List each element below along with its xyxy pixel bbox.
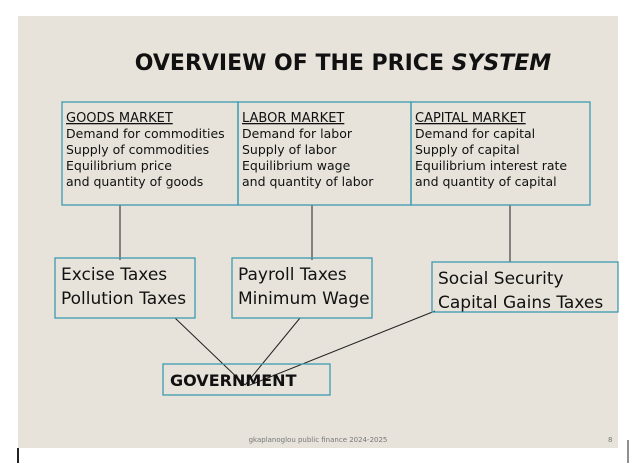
market-line: and quantity of goods (66, 174, 203, 189)
market-line: Equilibrium price (66, 158, 172, 173)
market-line: and quantity of capital (415, 174, 557, 189)
connector (249, 310, 436, 386)
government-box (162, 363, 331, 396)
tax-box (54, 257, 196, 319)
market-line: Demand for capital (415, 126, 535, 141)
market-line: Supply of capital (415, 142, 520, 157)
government-label: GOVERNMENT (170, 371, 297, 390)
market-line: Supply of commodities (66, 142, 209, 157)
page-number: 8 (608, 436, 612, 444)
tax-line: Excise Taxes (61, 265, 167, 285)
connector (244, 317, 301, 386)
market-heading: LABOR MARKET (242, 111, 344, 126)
market-box (410, 101, 591, 206)
tax-line: Capital Gains Taxes (438, 293, 603, 313)
market-line: Supply of labor (242, 142, 337, 157)
market-line: and quantity of labor (242, 174, 374, 189)
market-line: Equilibrium interest rate (415, 158, 567, 173)
market-line: Demand for commodities (66, 126, 225, 141)
slide-panel (18, 16, 618, 448)
title-main: OVERVIEW OF THE PRICE (135, 51, 452, 76)
tax-line: Payroll Taxes (238, 265, 347, 285)
market-heading: CAPITAL MARKET (415, 111, 526, 126)
tax-line: Minimum Wage (238, 289, 370, 309)
slide-title: OVERVIEW OF THE PRICE SYSTEM (135, 51, 552, 76)
connector (174, 317, 246, 386)
market-line: Equilibrium wage (242, 158, 351, 173)
market-line: Demand for labor (242, 126, 353, 141)
footer: gkaplanoglou public finance 2024-2025 (249, 436, 388, 444)
tax-box (431, 261, 619, 313)
tax-line: Social Security (438, 269, 564, 289)
market-heading: GOODS MARKET (66, 111, 173, 126)
tax-box (231, 257, 373, 319)
tax-line: Pollution Taxes (61, 289, 186, 309)
title-italic: SYSTEM (452, 51, 552, 76)
